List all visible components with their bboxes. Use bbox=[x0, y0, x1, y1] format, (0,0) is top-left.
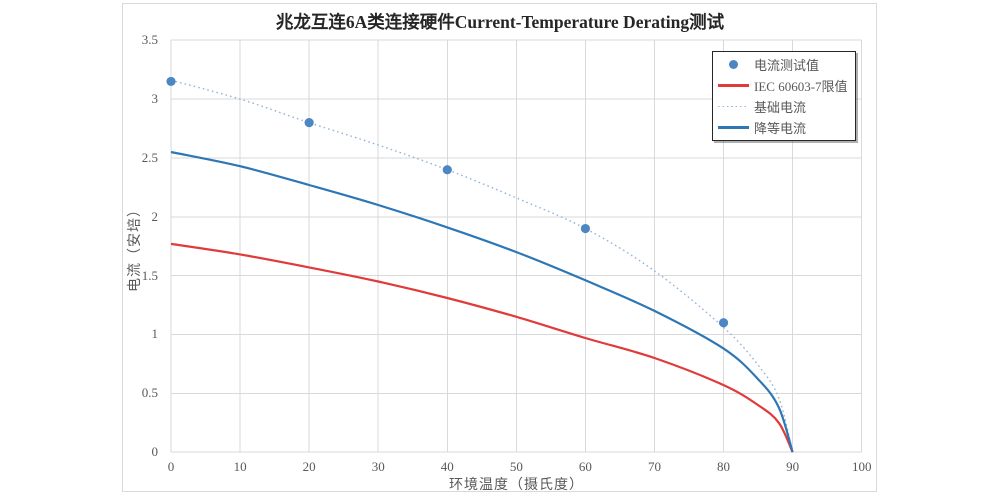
x-tick-label: 40 bbox=[440, 459, 454, 474]
legend: 电流测试值 IEC 60603-7限值 基础电流降等电流 bbox=[712, 51, 856, 141]
x-tick-label: 100 bbox=[851, 459, 872, 474]
y-tick-label: 2.5 bbox=[141, 149, 158, 165]
y-tick-label: 3.5 bbox=[141, 32, 158, 48]
data-point bbox=[442, 165, 452, 175]
legend-line-icon bbox=[718, 84, 749, 87]
curve-base-current bbox=[170, 79, 794, 453]
legend-item: 基础电流 bbox=[713, 96, 855, 117]
dotted-line-swatch bbox=[718, 105, 749, 108]
x-tick-label: 0 bbox=[167, 459, 175, 474]
y-tick-label: 1.5 bbox=[141, 267, 158, 283]
legend-line-icon bbox=[718, 126, 749, 129]
x-tick-label: 70 bbox=[647, 459, 661, 474]
legend-marker-icon bbox=[718, 60, 749, 69]
legend-item: IEC 60603-7限值 bbox=[713, 75, 855, 96]
scatter-series-measured-current bbox=[166, 76, 729, 328]
circle-marker-icon bbox=[729, 60, 738, 69]
chart-title: 兆龙互连6A类连接硬件Current-Temperature Derating测… bbox=[275, 12, 725, 32]
x-tick-label: 20 bbox=[302, 459, 316, 474]
solid-line-swatch bbox=[718, 126, 749, 129]
data-point bbox=[718, 318, 729, 328]
data-point bbox=[304, 118, 314, 128]
x-tick-label: 60 bbox=[578, 459, 592, 474]
y-tick-label: 3 bbox=[151, 91, 159, 107]
x-tick-label: 10 bbox=[233, 459, 247, 474]
curve-derated-current bbox=[170, 150, 794, 453]
curve-iec-60603-7-limit bbox=[170, 242, 794, 453]
legend-item-label: 基础电流 bbox=[754, 100, 807, 115]
x-tick-label: 30 bbox=[371, 459, 385, 474]
data-point bbox=[580, 223, 591, 234]
y-tick-label: 0 bbox=[151, 444, 159, 460]
legend-item-label: 电流测试值 bbox=[754, 58, 820, 73]
x-tick-label: 50 bbox=[509, 459, 523, 474]
legend-dotted-line-icon bbox=[718, 105, 749, 108]
y-tick-label: 0.5 bbox=[141, 385, 158, 401]
legend-item: 电流测试值 bbox=[713, 54, 855, 75]
solid-line-swatch bbox=[718, 84, 749, 87]
data-point bbox=[166, 76, 176, 87]
x-tick-label: 80 bbox=[717, 459, 731, 474]
y-axis-title: 电流（安培） bbox=[128, 202, 143, 292]
legend-item: 降等电流 bbox=[713, 117, 855, 138]
x-tick-label: 90 bbox=[786, 459, 800, 474]
legend-item-label: 降等电流 bbox=[754, 121, 807, 136]
y-tick-label: 2 bbox=[151, 208, 159, 224]
y-tick-label: 1 bbox=[151, 326, 159, 342]
x-axis-title: 环境温度（摄氏度） bbox=[449, 478, 584, 493]
legend-item-label: IEC 60603-7限值 bbox=[754, 79, 848, 94]
